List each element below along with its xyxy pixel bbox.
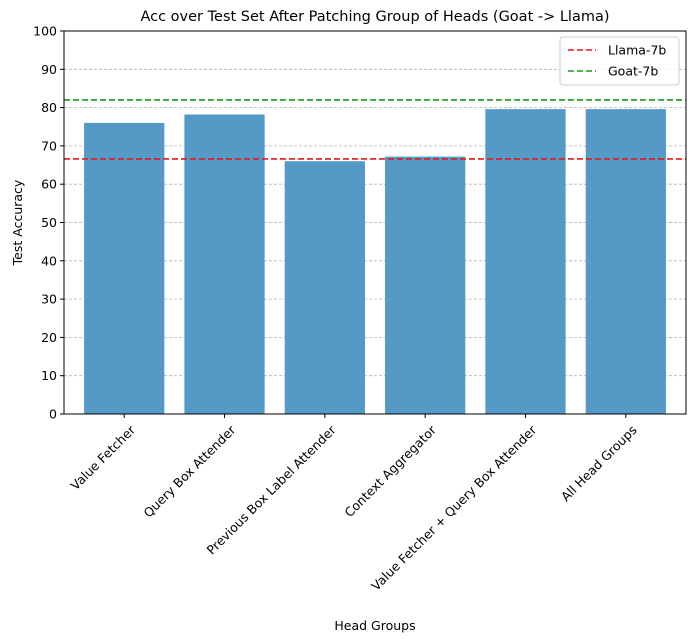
bar-layer: [84, 109, 666, 415]
y-tick-label: 30: [41, 292, 57, 307]
y-tick-label: 100: [33, 24, 57, 39]
x-tick-label: Context Aggregator: [341, 422, 439, 520]
y-tick-label: 40: [41, 253, 57, 268]
y-tick-label: 20: [41, 330, 57, 345]
chart-title: Acc over Test Set After Patching Group o…: [140, 9, 609, 25]
y-tick-label: 90: [41, 62, 57, 77]
x-tick-label: Query Box Attender: [140, 422, 239, 521]
bar: [84, 122, 165, 415]
y-tick-label: 80: [41, 100, 57, 115]
bar: [585, 109, 666, 414]
y-tick-label: 70: [41, 138, 57, 153]
x-ticks: Value Fetcher Query Box AttenderPrevious …: [67, 414, 640, 594]
y-ticks: 0 10 20 30 40 50 60 70 80 90 100: [33, 24, 64, 422]
y-axis-label: Test Accuracy: [10, 179, 25, 266]
legend-entry: Llama-7b: [608, 43, 666, 58]
bar: [385, 156, 466, 414]
bar: [284, 161, 365, 414]
bar: [184, 114, 265, 414]
x-tick-label: All Head Groups: [558, 422, 640, 504]
y-tick-label: 0: [49, 407, 57, 422]
y-tick-label: 50: [41, 215, 57, 230]
y-tick-label: 10: [41, 368, 57, 383]
x-axis-label: Head Groups: [334, 618, 415, 633]
legend-box: [559, 36, 680, 86]
bar: [485, 109, 566, 414]
y-tick-label: 60: [41, 177, 57, 192]
reference-lines: [64, 99, 686, 160]
legend: Llama-7b Goat-7b: [559, 36, 680, 86]
x-tick-label: Value Fetcher: [67, 422, 138, 493]
legend-entry: Goat-7b: [608, 64, 658, 79]
x-tick-label: Value Fetcher + Query Box Attender: [368, 422, 540, 594]
